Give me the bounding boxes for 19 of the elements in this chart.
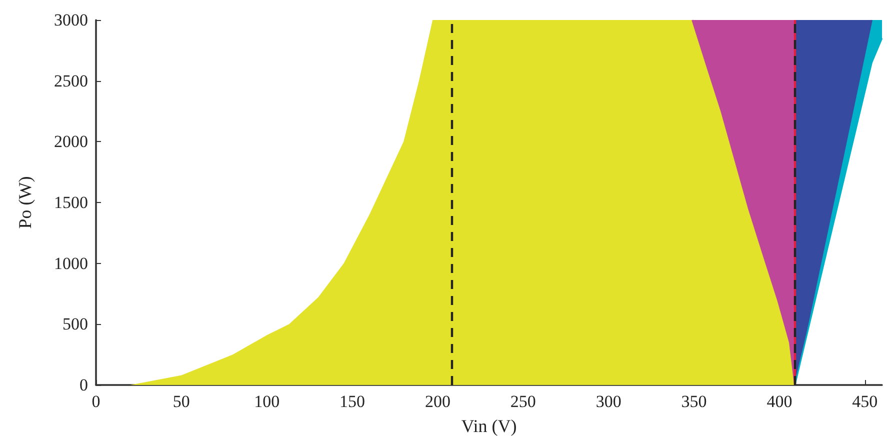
x-tick-label: 450 xyxy=(852,392,878,411)
x-tick-label: 150 xyxy=(340,392,366,411)
y-axis-title: Po (W) xyxy=(15,176,35,229)
y-tick-label: 1000 xyxy=(54,254,88,273)
y-tick-label: 1500 xyxy=(54,193,88,212)
y-tick-label: 2500 xyxy=(54,71,88,90)
x-tick-label: 400 xyxy=(766,392,792,411)
y-tick-label: 3000 xyxy=(54,10,88,30)
x-axis-title: Vin (V) xyxy=(461,416,517,436)
x-tick-label: 250 xyxy=(510,392,536,411)
y-tick-label: 2000 xyxy=(54,132,88,152)
x-tick-label: 300 xyxy=(596,392,622,411)
x-tick-label: 350 xyxy=(681,392,707,411)
x-tick-label: 0 xyxy=(92,392,100,411)
x-tick-label: 200 xyxy=(424,392,450,411)
x-tick-label: 100 xyxy=(254,392,280,411)
y-tick-label: 500 xyxy=(62,314,88,334)
y-tick-label: 0 xyxy=(80,376,88,394)
x-tick-label: 50 xyxy=(172,392,190,411)
